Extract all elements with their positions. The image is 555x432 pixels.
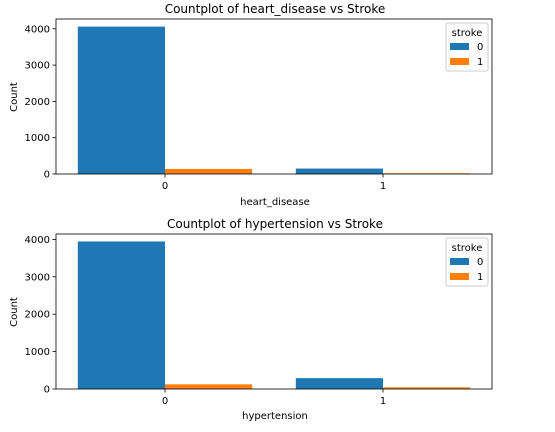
x-tick-label: 1	[380, 396, 386, 407]
legend: stroke 0 1	[445, 22, 489, 72]
plot-area: 0 1000 2000 3000 4000 0 1	[25, 18, 493, 192]
bar-1-series-0	[295, 378, 383, 389]
bar-1-series-0	[295, 168, 383, 174]
bar-0-series-0	[77, 26, 165, 175]
y-axis-label: Count	[9, 82, 20, 112]
legend-swatch-1	[450, 58, 469, 65]
y-tick-label: 2000	[25, 97, 50, 108]
y-tick-label: 0	[44, 170, 50, 181]
y-tick-label: 4000	[25, 24, 50, 35]
chart-title: Countplot of hypertension vs Stroke	[167, 217, 383, 231]
legend: stroke 0 1	[445, 237, 489, 287]
y-tick-label: 3000	[25, 61, 50, 72]
y-tick-label: 1000	[25, 347, 50, 358]
legend-title: stroke	[452, 28, 483, 39]
legend-swatch-1	[450, 273, 469, 280]
y-tick-label: 0	[44, 385, 50, 396]
chart-title: Countplot of heart_disease vs Stroke	[165, 2, 386, 16]
legend-title: stroke	[452, 243, 483, 254]
plot-area: 0 1000 2000 3000 4000 0 1	[25, 233, 493, 407]
y-tick-label: 2000	[25, 310, 50, 321]
chart-heart-disease: Countplot of heart_disease vs Stroke 010…	[9, 2, 493, 208]
legend-swatch-0	[450, 43, 469, 50]
legend-label-1: 1	[477, 57, 483, 68]
x-tick-label: 0	[162, 181, 168, 192]
chart-hypertension: Countplot of hypertension vs Stroke 0100…	[9, 217, 493, 422]
y-axis-label: Count	[9, 297, 20, 327]
bar-1-series-1	[383, 387, 471, 389]
x-tick-label: 1	[380, 181, 386, 192]
y-tick-label: 3000	[25, 272, 50, 283]
bar-0-series-0	[77, 241, 165, 389]
x-axis-label: hypertension	[242, 411, 308, 422]
legend-label-1: 1	[477, 272, 483, 283]
bar-0-series-1	[165, 168, 253, 174]
axes-frame	[55, 18, 493, 175]
legend-label-0: 0	[477, 257, 483, 268]
axes-frame	[55, 233, 493, 390]
y-tick-label: 1000	[25, 133, 50, 144]
legend-label-0: 0	[477, 42, 483, 53]
y-tick-label: 4000	[25, 235, 50, 246]
legend-swatch-0	[450, 258, 469, 265]
x-tick-label: 0	[162, 396, 168, 407]
x-axis-label: heart_disease	[240, 197, 310, 208]
bar-0-series-1	[165, 384, 253, 389]
